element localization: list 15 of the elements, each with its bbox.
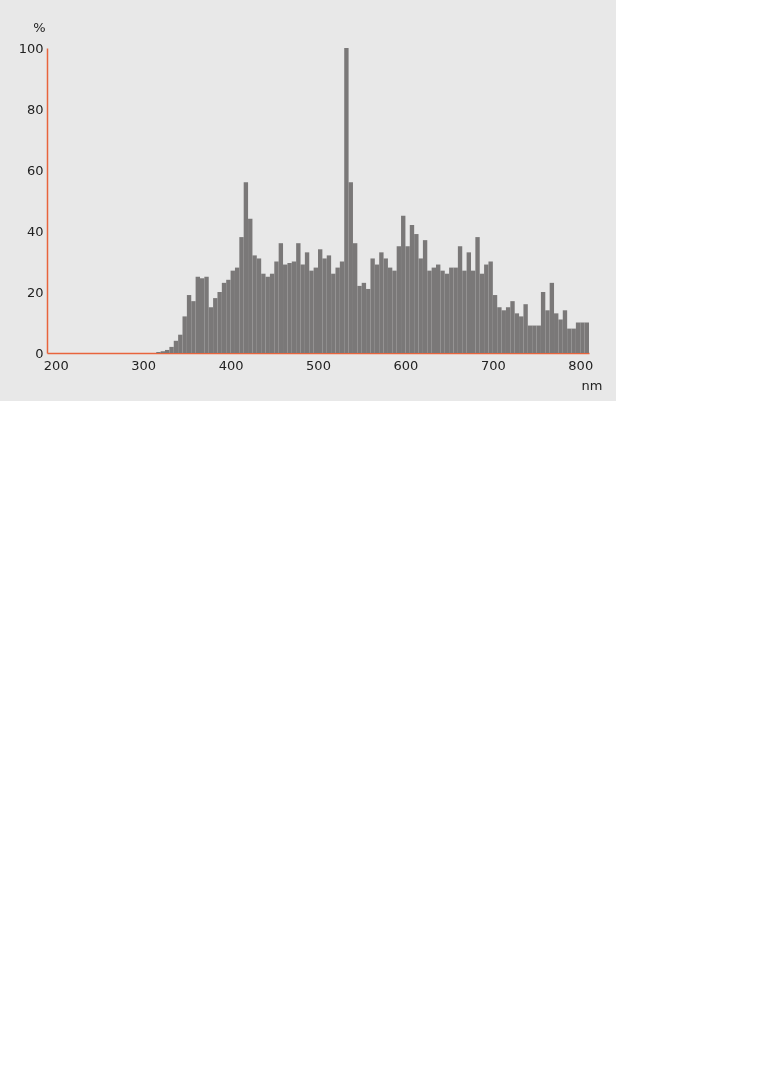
x-tick-label: 700 <box>480 357 506 373</box>
y-tick-label: 40 <box>26 223 44 239</box>
y-axis-title: % <box>33 19 46 35</box>
x-axis-title: nm <box>581 377 603 393</box>
x-tick-label: 400 <box>218 357 244 373</box>
x-tick-label: 300 <box>131 357 157 373</box>
y-tick-label: 60 <box>26 162 44 178</box>
x-tick-label: 600 <box>393 357 419 373</box>
x-tick-label: 800 <box>568 357 594 373</box>
x-tick-label: 200 <box>43 357 69 373</box>
y-tick-label: 0 <box>35 345 44 361</box>
y-tick-label: 80 <box>26 101 44 117</box>
y-tick-label: 100 <box>18 40 44 56</box>
y-tick-label: 20 <box>26 284 44 300</box>
x-tick-label: 500 <box>306 357 331 373</box>
